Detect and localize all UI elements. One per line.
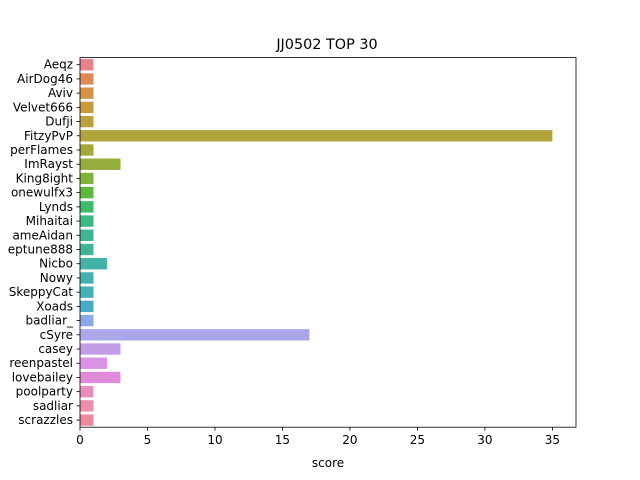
bar-AirDog46 <box>80 73 94 85</box>
bar-Dufji <box>80 115 94 128</box>
y-tick-label: eptune888 <box>8 243 73 257</box>
x-tick-labels: 0 5 10 15 20 25 30 35 <box>76 427 560 447</box>
bar-Nicbo <box>80 258 107 270</box>
bar-Velvet666 <box>80 101 94 114</box>
y-tick-label: Aviv <box>48 86 73 100</box>
x-tick-label: 30 <box>477 433 492 447</box>
y-tick-label: perFlames <box>10 143 73 157</box>
y-tick-label: sadliar <box>33 399 73 413</box>
y-tick-label: SkeppyCat <box>9 285 74 299</box>
y-tick-label: Aeqz <box>44 58 73 72</box>
bars-group <box>80 59 553 426</box>
bar-King8ight <box>80 172 94 185</box>
bar-sadliar <box>80 400 94 412</box>
bar-Xoads <box>80 300 94 313</box>
y-tick-label: Nowy <box>40 271 73 285</box>
x-tick-label: 35 <box>545 433 560 447</box>
y-tick-label: Lynds <box>39 200 73 214</box>
bar-perFlames <box>80 144 94 156</box>
y-tick-label: King8ight <box>16 171 74 185</box>
y-tick-label: reenpastel <box>9 356 73 370</box>
bar-lovebailey <box>80 371 121 384</box>
bar-scrazzles <box>80 414 94 426</box>
y-tick-label: onewulfx3 <box>11 186 73 200</box>
x-tick-label: 20 <box>342 433 357 447</box>
x-axis-label: score <box>312 456 344 470</box>
y-tick-labels: AeqzAirDog46AvivVelvet666DufjiFitzyPvPpe… <box>8 58 80 427</box>
bar-Lynds <box>80 201 94 213</box>
bar-cSyre <box>80 329 310 341</box>
bar-Aviv <box>80 87 94 99</box>
y-tick-label: badliar_ <box>25 314 74 328</box>
y-tick-label: Xoads <box>36 299 73 313</box>
y-tick-label: Dufji <box>45 115 73 129</box>
bar-Mihaitai <box>80 215 94 227</box>
bar-casey <box>80 343 121 355</box>
x-tick-label: 5 <box>144 433 152 447</box>
bar-Nowy <box>80 272 94 284</box>
bar-ameAidan <box>80 229 94 241</box>
y-tick-label: Velvet666 <box>13 100 73 114</box>
bar-poolparty <box>80 385 94 398</box>
bar-badliar_ <box>80 314 94 327</box>
y-tick-label: ImRayst <box>24 157 73 171</box>
y-tick-label: AirDog46 <box>17 72 73 86</box>
y-tick-label: lovebailey <box>12 370 73 384</box>
y-tick-label: casey <box>38 342 73 356</box>
bar-FitzyPvP <box>80 130 553 142</box>
y-tick-label: scrazzles <box>18 413 73 427</box>
y-tick-label: cSyre <box>40 328 73 342</box>
bar-reenpastel <box>80 357 107 369</box>
bar-eptune888 <box>80 243 94 256</box>
bar-SkeppyCat <box>80 286 94 298</box>
x-tick-label: 0 <box>76 433 84 447</box>
y-tick-label: FitzyPvP <box>24 129 73 143</box>
x-tick-label: 10 <box>207 433 222 447</box>
bar-Aeqz <box>80 59 94 71</box>
x-tick-label: 15 <box>275 433 290 447</box>
bar-ImRayst <box>80 158 121 170</box>
chart-title: JJ0502 TOP 30 <box>275 37 377 53</box>
bar-onewulfx3 <box>80 186 94 199</box>
y-tick-label: Nicbo <box>39 257 73 271</box>
plot-frame <box>79 57 577 428</box>
y-tick-label: ameAidan <box>12 228 73 242</box>
y-tick-label: poolparty <box>16 385 73 399</box>
x-tick-label: 25 <box>410 433 425 447</box>
y-tick-label: Mihaitai <box>26 214 73 228</box>
